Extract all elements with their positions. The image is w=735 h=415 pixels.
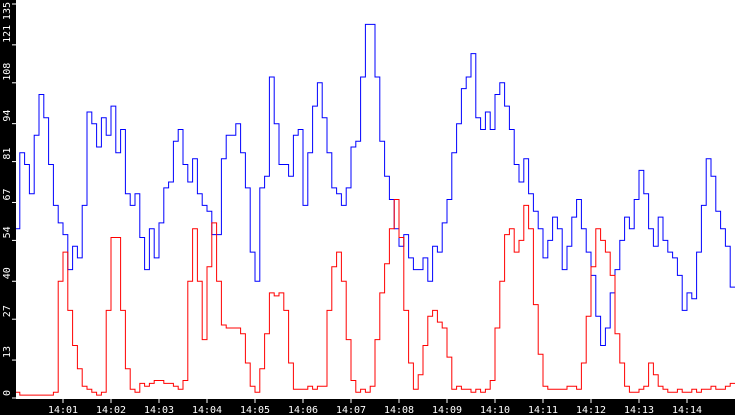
y-axis: 0 13 27 40 54 67 81 94 108 121 135 bbox=[2, 2, 16, 399]
y-tick-label: 94 bbox=[2, 110, 13, 122]
x-tick-label: 14:11 bbox=[528, 405, 558, 415]
x-tick-label: 14:04 bbox=[192, 405, 222, 415]
x-tick-label: 14:02 bbox=[96, 405, 126, 415]
x-tick-label: 14:07 bbox=[336, 405, 366, 415]
series-line-blue bbox=[16, 23, 735, 346]
y-tick-label: 67 bbox=[2, 188, 13, 200]
x-tick-label: 14:05 bbox=[240, 405, 270, 415]
y-tick-label: 81 bbox=[2, 148, 13, 160]
y-tick-label: 40 bbox=[2, 267, 13, 279]
x-tick-label: 14:03 bbox=[144, 405, 174, 415]
x-tick-label: 14:06 bbox=[288, 405, 318, 415]
x-axis: 14:01 14:02 14:03 14:04 14:05 14:06 14:07 14:08… bbox=[48, 399, 702, 415]
y-tick-label: 135 bbox=[2, 2, 13, 20]
x-tick-label: 14:09 bbox=[432, 405, 462, 415]
y-tick-label: 0 bbox=[2, 390, 13, 396]
x-tick-label: 14:08 bbox=[384, 405, 414, 415]
x-tick-label: 14:13 bbox=[624, 405, 654, 415]
y-tick-label: 121 bbox=[2, 25, 13, 43]
y-tick-label: 108 bbox=[2, 63, 13, 81]
series-layer bbox=[16, 23, 735, 396]
y-tick-label: 13 bbox=[2, 346, 13, 358]
series-line-red bbox=[16, 199, 735, 396]
y-tick-label: 54 bbox=[2, 226, 13, 238]
x-tick-label: 14:12 bbox=[576, 405, 606, 415]
x-tick-label: 14:10 bbox=[480, 405, 510, 415]
x-tick-label: 14:01 bbox=[48, 405, 78, 415]
y-tick-label: 27 bbox=[2, 305, 13, 317]
x-tick-label: 14:14 bbox=[672, 405, 702, 415]
